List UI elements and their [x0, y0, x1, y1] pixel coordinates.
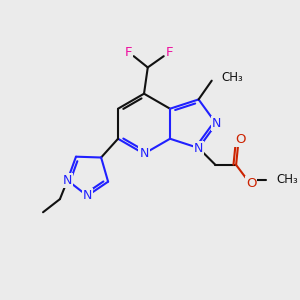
Text: F: F [166, 46, 173, 59]
Text: O: O [236, 133, 246, 146]
Text: CH₃: CH₃ [221, 71, 243, 84]
Text: F: F [124, 46, 132, 59]
Text: O: O [246, 177, 256, 190]
Text: N: N [194, 142, 203, 154]
Text: N: N [82, 189, 92, 202]
Text: N: N [212, 117, 221, 130]
Text: N: N [139, 147, 149, 160]
Text: N: N [63, 174, 72, 187]
Text: CH₃: CH₃ [277, 173, 298, 186]
